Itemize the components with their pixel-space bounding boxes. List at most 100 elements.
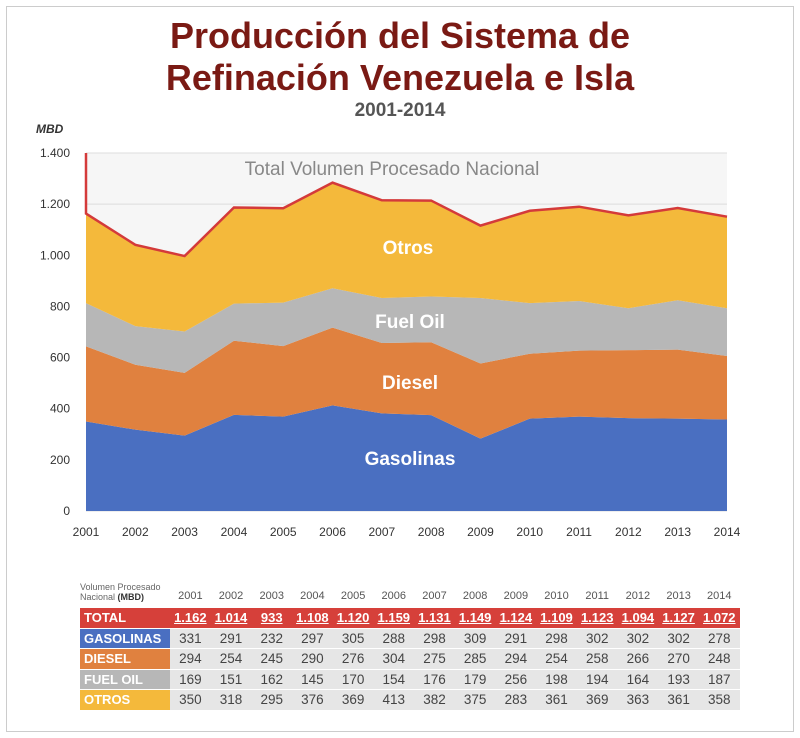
table-cell: 169 [179, 671, 202, 687]
table-cell: 170 [341, 671, 365, 687]
row-label: DIESEL [80, 649, 170, 669]
x-tick-label: 2008 [418, 525, 445, 539]
table-cell: 298 [545, 630, 568, 646]
year-header: 2013 [666, 590, 691, 602]
table-cell: 1.149 [458, 610, 492, 626]
title-line-1: Producción del Sistema de [169, 15, 631, 56]
year-header: 2003 [259, 590, 284, 602]
table-cell: 305 [341, 630, 365, 646]
area-chart: 0 200 400 600 800 1.000 1.200 1.400 MBD Gasolinas… [36, 122, 741, 539]
table-cell: 154 [382, 671, 406, 687]
table-cell: 258 [585, 651, 609, 667]
x-tick-label: 2013 [664, 525, 691, 539]
series-label: Diesel [382, 373, 438, 394]
table-cell: 291 [219, 630, 243, 646]
table-cell: 369 [341, 692, 365, 708]
table-cell: 1.162 [174, 610, 207, 626]
table-cell: 298 [423, 630, 446, 646]
header-label-text: Volumen Procesado Nacional [80, 582, 161, 602]
area-gasolinas [86, 405, 727, 511]
x-tick-label: 2009 [467, 525, 494, 539]
table-cell: 331 [179, 630, 202, 646]
year-header: 2011 [585, 590, 610, 602]
subtitle: 2001-2014 [354, 100, 446, 121]
table-cell: 1.124 [499, 610, 533, 626]
table-cell: 1.108 [296, 610, 329, 626]
table-cell: 254 [219, 651, 243, 667]
table-cell: 232 [260, 630, 283, 646]
table-cell: 358 [708, 692, 731, 708]
table-cell: 933 [260, 610, 283, 626]
year-header: 2007 [422, 590, 447, 602]
frame [6, 6, 794, 732]
table-cell: 275 [423, 651, 446, 667]
table-cell: 304 [382, 651, 406, 667]
table-cell: 1.072 [703, 610, 736, 626]
chart-annotation: Total Volumen Procesado Nacional [245, 159, 540, 180]
header-unit: (MBD) [117, 592, 145, 602]
year-header: 2002 [218, 590, 244, 602]
table-cell: 176 [423, 671, 446, 687]
row-label: OTROS [80, 690, 170, 710]
row-label: FUEL OIL [80, 669, 170, 689]
table-cell: 266 [626, 651, 650, 667]
table-cell: 1.120 [336, 610, 370, 626]
x-tick-label: 2001 [73, 525, 100, 539]
total-line [84, 153, 728, 258]
year-header: 2014 [707, 590, 732, 602]
table-cell: 276 [341, 651, 365, 667]
data-table: Volumen Procesado Nacional (MBD) 2001 200… [80, 560, 740, 711]
table-cell: 285 [463, 651, 487, 667]
x-tick-label: 2012 [615, 525, 642, 539]
year-header: 2001 [178, 590, 203, 602]
table-cell: 1.127 [662, 610, 695, 626]
table-cell: 198 [545, 671, 568, 687]
y-tick-label: 400 [50, 402, 70, 416]
table-cell: 302 [667, 630, 690, 646]
table-cell: 413 [382, 692, 406, 708]
year-header: 2010 [544, 590, 569, 602]
header-label: Volumen Procesado Nacional (MBD) [80, 582, 170, 602]
table-cell: 361 [545, 692, 568, 708]
x-tick-label: 2002 [122, 525, 149, 539]
series-label: Fuel Oil [375, 312, 445, 333]
y-tick-label: 1.200 [40, 197, 70, 211]
table-cell: 164 [626, 671, 650, 687]
table-cell: 297 [301, 630, 324, 646]
year-header: 2006 [381, 590, 407, 602]
x-tick-label: 2006 [319, 525, 346, 539]
x-tick-label: 2005 [270, 525, 297, 539]
row-label: GASOLINAS [80, 628, 170, 648]
table-cell: 376 [301, 692, 324, 708]
table-cell: 245 [260, 651, 283, 667]
table-cell: 288 [382, 630, 406, 646]
y-tick-label: 800 [50, 299, 70, 313]
table-cell: 187 [708, 671, 731, 687]
y-tick-label: 0 [63, 504, 70, 518]
y-tick-label: 1.400 [40, 146, 70, 160]
table-cell: 151 [219, 671, 243, 687]
series-label: Gasolinas [365, 449, 456, 470]
table-row-diesel: DIESEL 294 254 245 290 276 304 275 285 294 254 258 2… [80, 649, 740, 669]
series-label: Otros [383, 238, 434, 259]
table-cell: 302 [585, 630, 609, 646]
table-cell: 302 [626, 630, 650, 646]
table-cell: 294 [504, 651, 528, 667]
x-tick-label: 2003 [171, 525, 198, 539]
table-cell: 270 [667, 651, 690, 667]
table-cell: 278 [708, 630, 731, 646]
table-cell: 193 [667, 671, 690, 687]
year-header: 2004 [300, 590, 325, 602]
x-tick-label: 2011 [566, 525, 592, 539]
table-cell: 375 [463, 692, 487, 708]
row-label: TOTAL [80, 608, 170, 628]
table-cell: 291 [504, 630, 528, 646]
table-row-total: TOTAL 1.162 1.014 933 1.108 1.120 1.159 1.131 1.… [80, 608, 740, 628]
year-header: 2005 [340, 590, 366, 602]
table-cell: 1.123 [580, 610, 614, 626]
table-cell: 369 [585, 692, 609, 708]
table-cell: 1.109 [540, 610, 573, 626]
area-diesel [86, 327, 727, 439]
table-cell: 363 [626, 692, 650, 708]
table-row-fuel-oil: FUEL OIL 169 151 162 145 170 154 176 179 256 198 19… [80, 669, 740, 689]
